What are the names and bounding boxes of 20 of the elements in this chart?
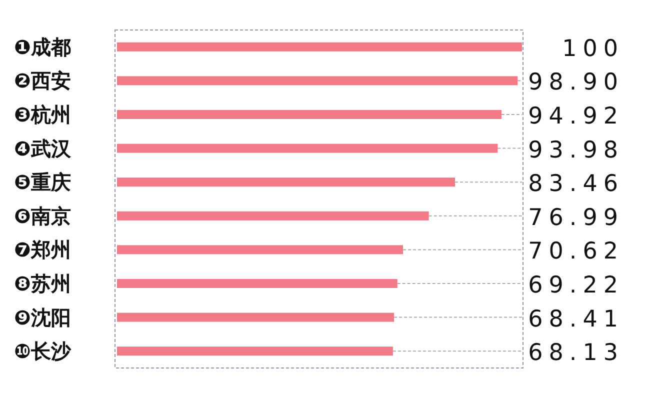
y-tick-label: ❸杭州 [14,102,71,126]
data-label: 68.41 [528,306,624,332]
y-tick-label: ❾沈阳 [14,305,71,330]
y-tick-label: ❿长沙 [14,339,72,364]
data-label: 94.92 [528,104,624,130]
y-tick-label: ❶成都 [14,34,71,59]
y-tick-label: ❺重庆 [14,170,71,194]
data-label: 83.46 [528,171,624,198]
data-label: 68.13 [528,340,624,366]
y-tick-label: ❼郑州 [14,238,71,262]
data-label: 100 [562,36,624,62]
data-label: 93.98 [528,137,624,164]
data-label: 76.99 [528,204,624,231]
data-label: 98.90 [528,70,624,96]
data-label: 69.22 [528,272,624,298]
y-tick-label: ❷西安 [14,68,71,93]
data-label: 70.62 [528,238,624,265]
y-tick-label: ❹武汉 [14,136,72,160]
y-tick-label: ❻南京 [14,204,71,228]
y-tick-label: ❽苏州 [14,272,71,296]
